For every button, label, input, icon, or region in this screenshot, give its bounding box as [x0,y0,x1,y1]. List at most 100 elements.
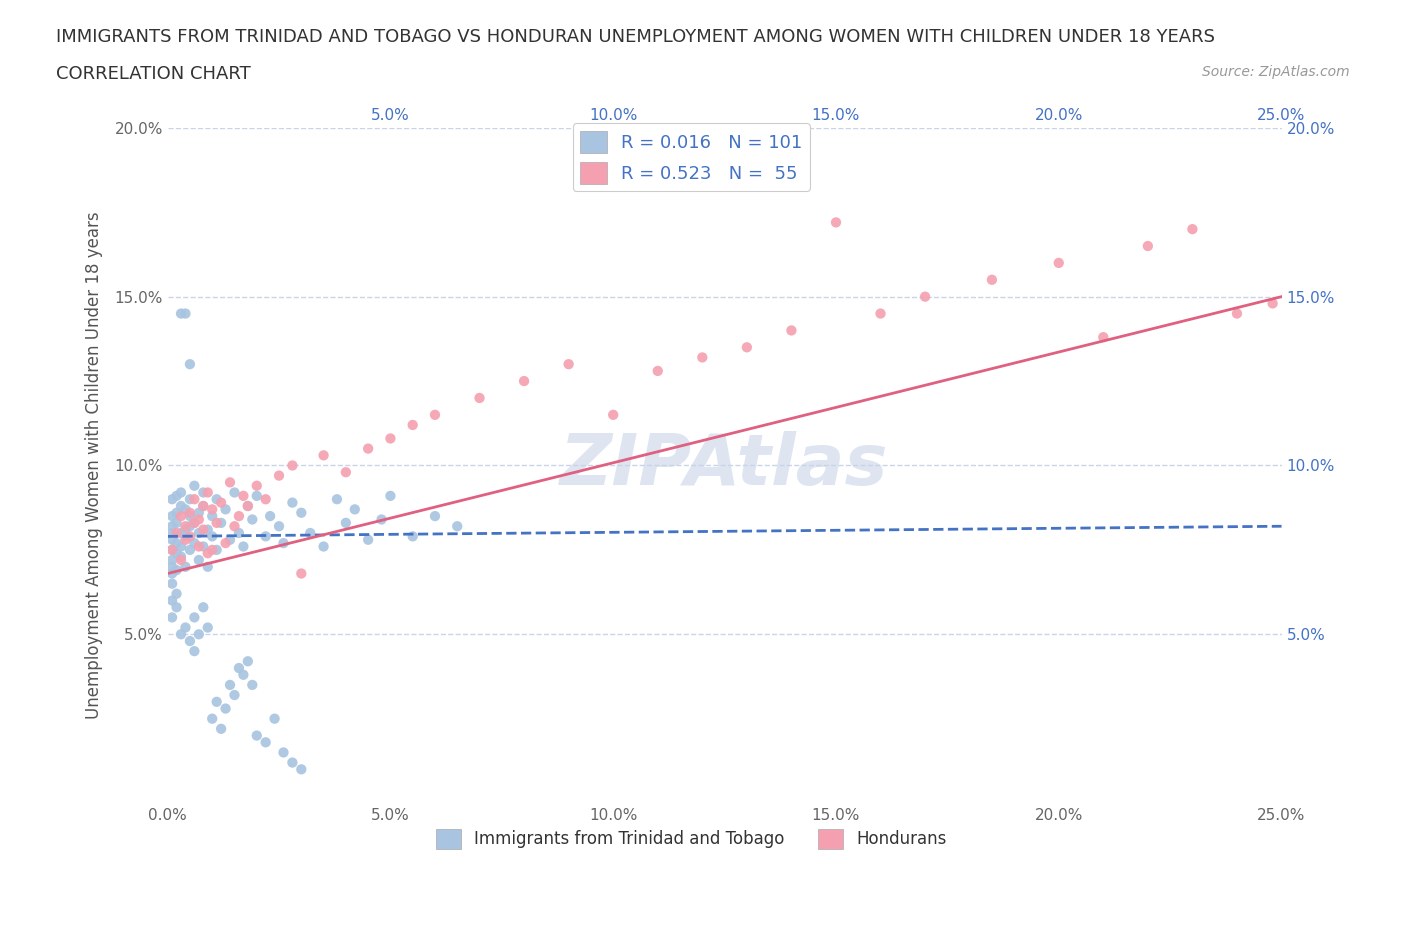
Point [246,478,269,493]
Point [209,515,232,530]
Point [183,492,205,507]
Point [166,586,188,601]
Point [170,498,193,513]
Point [557,357,579,372]
Point [273,745,295,760]
Point [1261,296,1284,311]
Point [174,522,197,537]
Point [224,687,246,702]
Point [290,505,312,520]
Point [246,728,269,743]
Point [201,509,224,524]
Point [267,468,290,483]
Point [423,509,446,524]
Point [183,644,205,658]
Point [193,498,215,513]
Point [236,654,259,669]
Point [179,529,201,544]
Point [232,668,254,683]
Point [209,722,232,737]
Point [219,532,242,547]
Point [201,542,224,557]
Point [170,485,193,500]
Point [357,532,380,547]
Point [402,418,425,432]
Point [160,519,183,534]
Point [187,505,209,520]
Point [179,505,201,520]
Point [290,566,312,581]
Point [236,498,259,513]
Point [1047,256,1070,271]
Point [193,539,215,554]
Point [246,488,269,503]
Point [205,695,228,710]
Point [166,536,188,551]
Point [370,512,392,527]
Text: IMMIGRANTS FROM TRINIDAD AND TOBAGO VS HONDURAN UNEMPLOYMENT AMONG WOMEN WITH CH: IMMIGRANTS FROM TRINIDAD AND TOBAGO VS H… [56,28,1215,46]
Point [160,492,183,507]
Point [380,431,402,445]
Point [201,711,224,726]
Point [468,391,491,405]
Point [179,519,201,534]
Point [174,620,197,635]
Point [187,525,209,540]
Point [1226,306,1249,321]
Point [780,323,803,338]
Point [183,515,205,530]
Point [179,542,201,557]
Point [219,677,242,692]
Point [236,498,259,513]
Point [446,519,468,534]
Point [166,563,188,578]
Point [179,357,201,372]
Point [980,272,1002,287]
Point [187,539,209,554]
Point [205,492,228,507]
Point [232,539,254,554]
Point [326,492,349,507]
Point [224,485,246,500]
Point [166,488,188,503]
Point [193,485,215,500]
Point [170,306,193,321]
Point [1181,221,1204,236]
Point [187,552,209,567]
Point [281,755,304,770]
Point [174,502,197,517]
Legend: Immigrants from Trinidad and Tobago, Hondurans: Immigrants from Trinidad and Tobago, Hon… [429,822,953,856]
Point [170,509,193,524]
Point [254,735,277,750]
Point [174,519,197,534]
Text: CORRELATION CHART: CORRELATION CHART [56,65,252,83]
Point [281,458,304,473]
Point [224,519,246,534]
Point [193,522,215,537]
Point [183,536,205,551]
Point [170,525,193,540]
Point [160,532,183,547]
Point [205,542,228,557]
Point [380,488,402,503]
Point [214,502,236,517]
Point [263,711,285,726]
Point [170,627,193,642]
Point [692,350,714,365]
Point [160,577,183,591]
Point [183,610,205,625]
Point [312,448,335,463]
Point [183,478,205,493]
Point [166,525,188,540]
Point [174,559,197,574]
Point [197,620,219,635]
Point [179,509,201,524]
Point [214,536,236,551]
Point [240,512,263,527]
Point [299,525,322,540]
Point [193,498,215,513]
Point [240,677,263,692]
Point [197,522,219,537]
Point [228,509,250,524]
Point [228,525,250,540]
